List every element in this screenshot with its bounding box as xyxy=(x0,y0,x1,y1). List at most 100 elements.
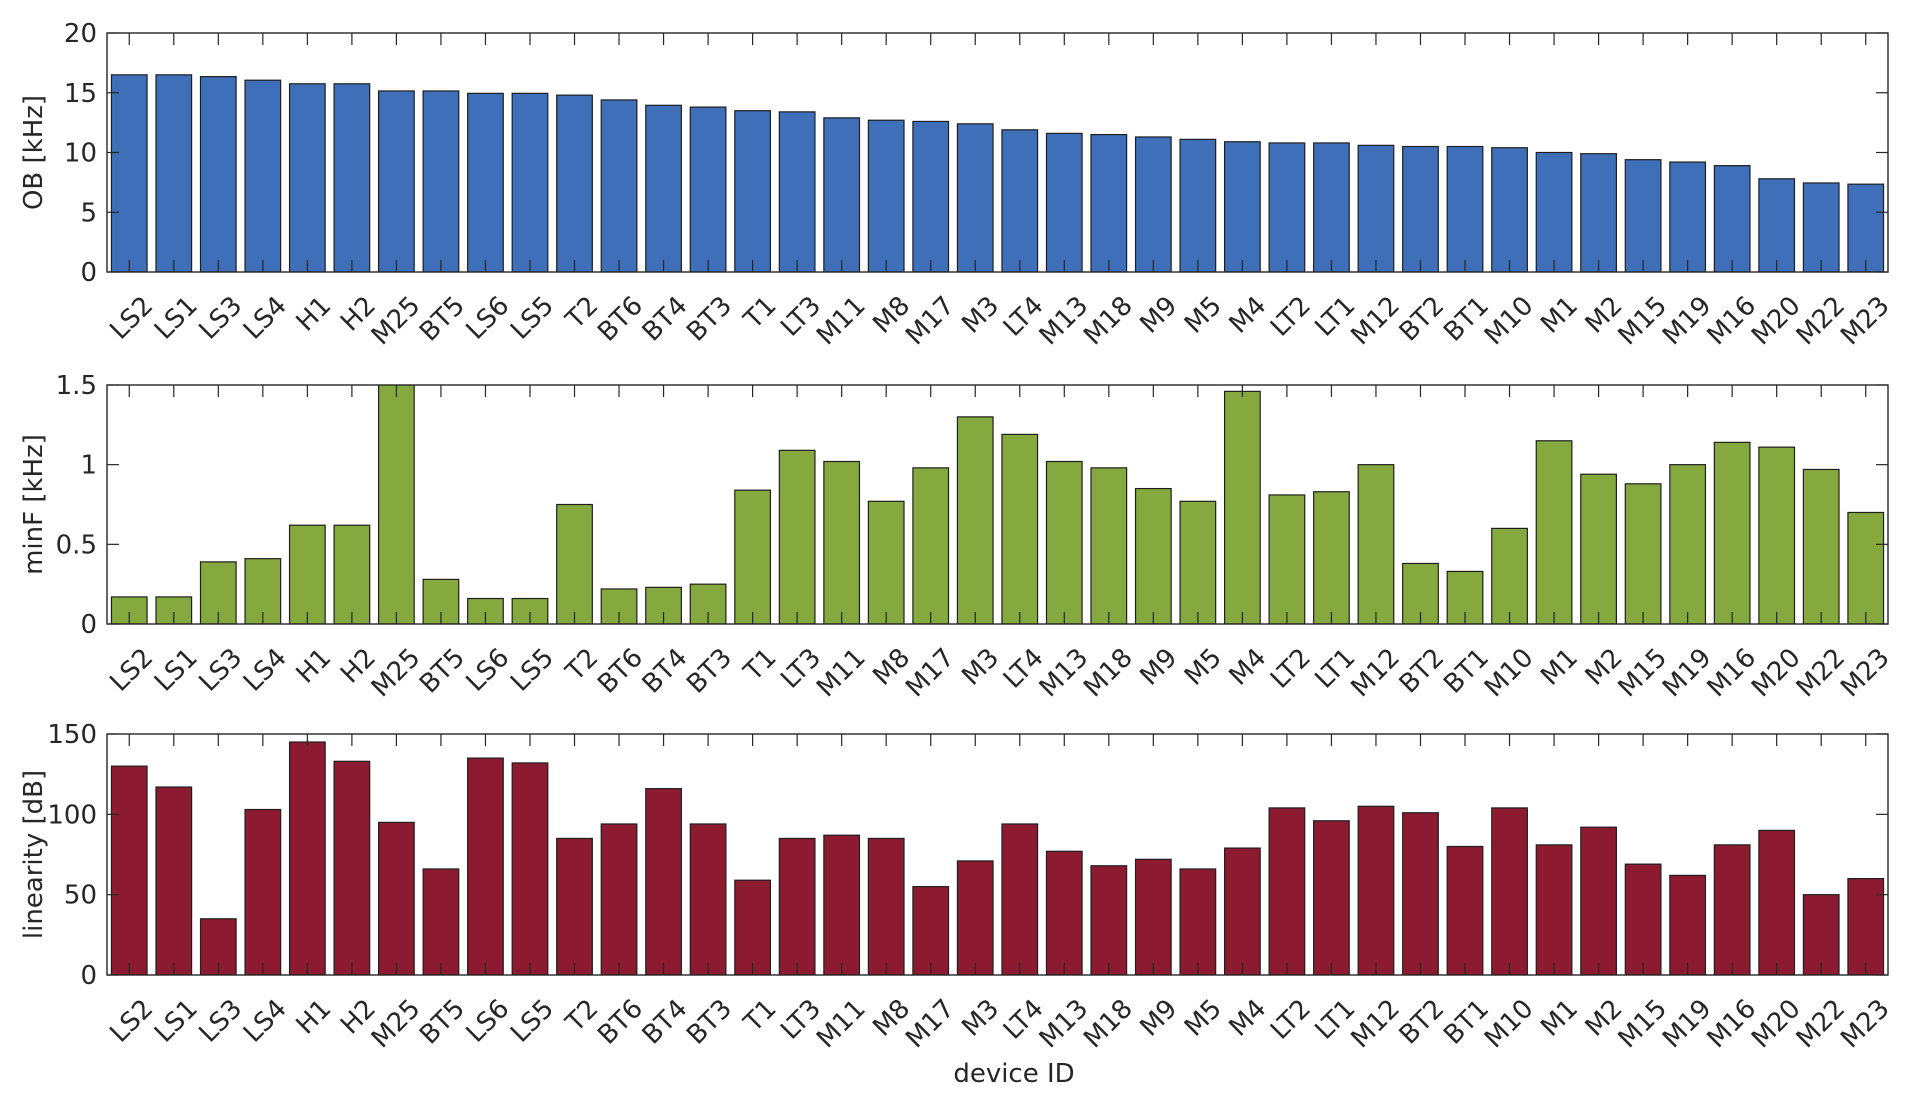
y-tick-label: 10 xyxy=(64,139,97,169)
bar-LS3 xyxy=(199,76,237,272)
bar-LT2 xyxy=(1268,494,1306,624)
x-tick-label: M5 xyxy=(1179,994,1228,1043)
x-tick-label: LS3 xyxy=(193,291,248,346)
x-tick-label: M18 xyxy=(1078,994,1138,1054)
bar-H2 xyxy=(333,83,371,272)
figure-x-axis-title: device ID xyxy=(953,1059,1074,1089)
x-tick-label: M15 xyxy=(1613,643,1673,703)
bar-M10 xyxy=(1491,527,1528,624)
bar-LS5 xyxy=(511,597,549,624)
x-tick-label: LT2 xyxy=(1265,994,1317,1046)
x-tick-label: LS5 xyxy=(505,994,560,1049)
x-tick-label: BT4 xyxy=(637,994,694,1051)
bar-M20 xyxy=(1758,446,1796,624)
bar-M22 xyxy=(1802,468,1840,624)
x-tick-label: BT4 xyxy=(637,291,694,348)
axes-box xyxy=(106,733,1889,976)
bar-LT2 xyxy=(1268,807,1306,975)
y-tick-label: 0.5 xyxy=(56,530,97,560)
bar-M3 xyxy=(956,860,994,975)
bar-M10 xyxy=(1491,807,1528,975)
x-tick-label: M11 xyxy=(811,643,871,703)
x-tick-label: M16 xyxy=(1702,994,1762,1054)
bar-T1 xyxy=(734,489,772,624)
y-tick-label: 20 xyxy=(64,19,97,49)
x-tick-label: LT2 xyxy=(1265,643,1317,695)
bar-BT4 xyxy=(645,104,682,272)
bar-LS4 xyxy=(244,79,282,272)
bar-M3 xyxy=(956,123,994,272)
bar-M16 xyxy=(1713,441,1751,624)
y-tick-label: 1 xyxy=(80,451,97,481)
x-tick-label: BT2 xyxy=(1394,994,1451,1051)
bar-T2 xyxy=(556,503,593,624)
bar-LS5 xyxy=(511,762,549,975)
bar-LS1 xyxy=(155,786,193,975)
x-tick-label: T1 xyxy=(738,291,783,336)
x-tick-label: LT2 xyxy=(1265,291,1317,343)
x-tick-label: M20 xyxy=(1746,994,1806,1054)
bar-M15 xyxy=(1624,483,1662,624)
x-tick-label: BT1 xyxy=(1438,643,1495,700)
bar-M1 xyxy=(1535,151,1573,272)
bar-M11 xyxy=(823,460,861,624)
x-tick-label: M17 xyxy=(900,994,960,1054)
x-tick-label: M19 xyxy=(1657,643,1717,703)
bar-BT3 xyxy=(689,823,727,975)
x-tick-label: BT6 xyxy=(592,994,649,1051)
bar-BT1 xyxy=(1446,845,1484,975)
x-tick-label: M22 xyxy=(1791,994,1851,1054)
x-tick-label: M22 xyxy=(1791,643,1851,703)
bar-M25 xyxy=(378,821,415,975)
x-tick-label: M1 xyxy=(1535,643,1584,692)
y-axis-title: OB [kHz] xyxy=(19,95,49,210)
bar-LT4 xyxy=(1001,823,1039,975)
x-tick-label: BT3 xyxy=(681,643,738,700)
bar-M13 xyxy=(1045,850,1083,975)
bar-T1 xyxy=(734,110,772,272)
x-tick-label: LS6 xyxy=(461,994,516,1049)
x-tick-label: M15 xyxy=(1613,291,1673,351)
x-tick-label: M23 xyxy=(1835,994,1895,1054)
bar-M15 xyxy=(1624,863,1662,975)
bar-M4 xyxy=(1223,390,1261,624)
x-tick-label: M25 xyxy=(366,643,426,703)
bar-M25 xyxy=(378,385,415,624)
bar-T2 xyxy=(556,837,593,975)
x-tick-label: LS4 xyxy=(238,291,293,346)
bar-T1 xyxy=(734,879,772,975)
bar-LT3 xyxy=(778,837,816,975)
bar-M13 xyxy=(1045,132,1083,272)
bar-M23 xyxy=(1847,511,1885,624)
bar-M15 xyxy=(1624,159,1662,272)
x-tick-label: M3 xyxy=(956,291,1005,340)
bar-LT4 xyxy=(1001,433,1039,624)
x-tick-label: M10 xyxy=(1479,643,1539,703)
x-tick-label: LS4 xyxy=(238,643,293,698)
x-tick-label: T1 xyxy=(738,643,783,688)
x-tick-label: BT6 xyxy=(592,291,649,348)
x-tick-label: BT5 xyxy=(414,994,471,1051)
bars xyxy=(110,385,1885,624)
bar-M20 xyxy=(1758,829,1796,975)
x-tick-label: LS6 xyxy=(461,643,516,698)
bar-LT1 xyxy=(1313,491,1350,624)
bar-M22 xyxy=(1802,182,1840,272)
x-tick-label: LS5 xyxy=(505,643,560,698)
bar-M3 xyxy=(956,416,994,624)
y-tick-label: 0 xyxy=(80,610,97,640)
x-tick-label: LS2 xyxy=(104,291,159,346)
x-tick-label: BT5 xyxy=(414,643,471,700)
bar-M17 xyxy=(912,886,950,975)
bar-M18 xyxy=(1090,865,1128,975)
axes-box xyxy=(106,384,1889,625)
bar-M12 xyxy=(1357,144,1395,272)
x-tick-label: M11 xyxy=(811,994,871,1054)
x-tick-label: M1 xyxy=(1535,994,1584,1043)
x-tick-label: M13 xyxy=(1034,994,1094,1054)
x-tick-label: BT4 xyxy=(637,643,694,700)
x-tick-label: M10 xyxy=(1479,994,1539,1054)
x-tick-label: LS4 xyxy=(238,994,293,1049)
